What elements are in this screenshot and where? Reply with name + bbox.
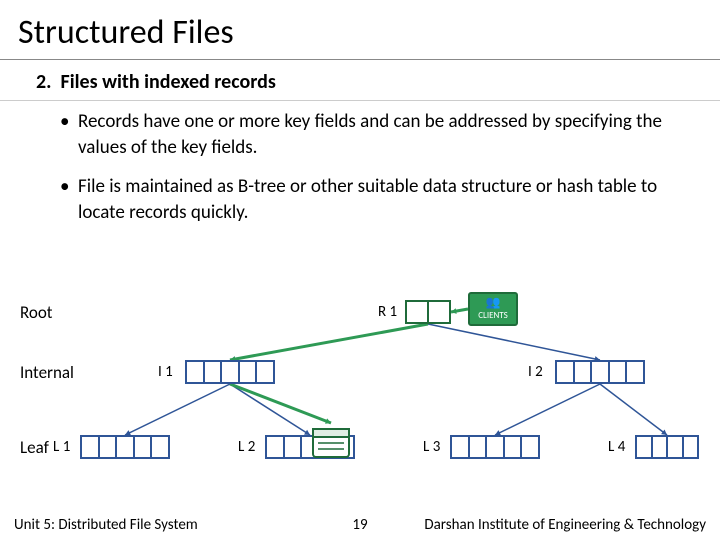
- people-icon: 👥: [486, 297, 501, 309]
- bullet-item: File is maintained as B-tree or other su…: [60, 174, 694, 225]
- diagram-edges: [0, 290, 720, 500]
- section-title: Files with indexed records: [61, 70, 276, 94]
- node-L1: [80, 435, 170, 459]
- bullet-item: Records have one or more key fields and …: [60, 109, 694, 160]
- section-number: 2.: [36, 70, 51, 94]
- node-label-I2: I 2: [528, 363, 543, 381]
- clients-label: CLIENTS: [478, 310, 508, 321]
- database-icon: [310, 423, 352, 461]
- footer-left: Unit 5: Distributed File System: [14, 516, 198, 534]
- node-label-I1: I 1: [158, 363, 173, 381]
- clients-icon: 👥 CLIENTS: [468, 292, 518, 326]
- level-label-leaf: Leaf: [20, 437, 49, 458]
- node-label-L3: L 3: [423, 438, 440, 456]
- slide-footer: Unit 5: Distributed File System 19 Darsh…: [0, 510, 720, 540]
- level-label-internal: Internal: [20, 362, 74, 383]
- footer-page: 19: [352, 516, 367, 534]
- level-label-root: Root: [20, 302, 53, 323]
- node-I2: [555, 360, 645, 384]
- page-title: Structured Files: [0, 0, 720, 60]
- node-L3: [450, 435, 540, 459]
- node-R1: [405, 300, 451, 324]
- bullet-list: Records have one or more key fields and …: [0, 101, 720, 226]
- section-heading: 2. Files with indexed records: [0, 60, 720, 101]
- footer-right: Darshan Institute of Engineering & Techn…: [424, 516, 706, 534]
- btree-diagram: Root Internal Leaf 👥 CLIENTS R 1 I 1 I 2 L …: [0, 290, 720, 500]
- node-label-L4: L 4: [608, 438, 625, 456]
- node-label-L2: L 2: [238, 438, 255, 456]
- node-L4: [635, 435, 699, 459]
- node-I1: [185, 360, 275, 384]
- node-label-L1: L 1: [53, 438, 70, 456]
- node-label-R1: R 1: [378, 303, 397, 321]
